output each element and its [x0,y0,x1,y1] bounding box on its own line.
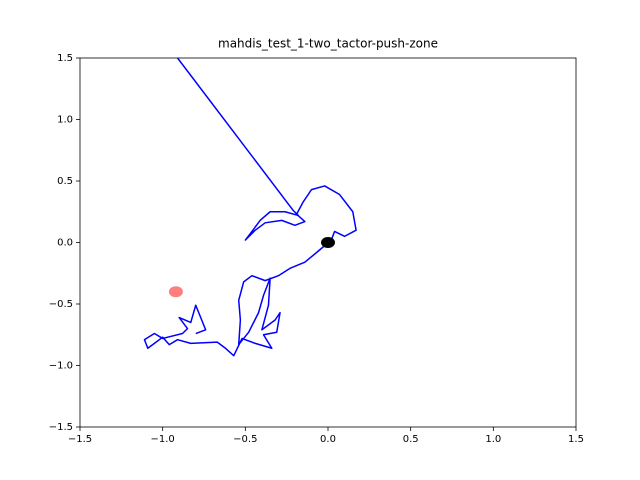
trajectory-line [143,58,357,357]
y-tick-label: 1.5 [57,53,73,64]
chart-title: mahdis_test_1-two_tactor-push-zone [218,37,438,51]
plot-area [143,58,357,357]
y-tick-label: −1.0 [49,361,73,372]
x-tick-label: −1.5 [68,434,92,445]
x-tick-label: 1.0 [485,434,501,445]
x-tick-label: −1.0 [151,434,175,445]
x-tick-label: 0.5 [403,434,419,445]
x-tick-label: 1.5 [568,434,584,445]
y-tick-label: −0.5 [49,299,73,310]
scatter-point [321,237,335,248]
y-tick-label: 0.0 [57,238,73,249]
scatter-point [168,286,183,298]
y-tick-label: 1.0 [57,115,73,126]
x-tick-label: 0.0 [320,434,336,445]
y-tick-label: −1.5 [49,422,73,433]
y-tick-label: 0.5 [57,176,73,187]
x-tick-label: −0.5 [233,434,257,445]
